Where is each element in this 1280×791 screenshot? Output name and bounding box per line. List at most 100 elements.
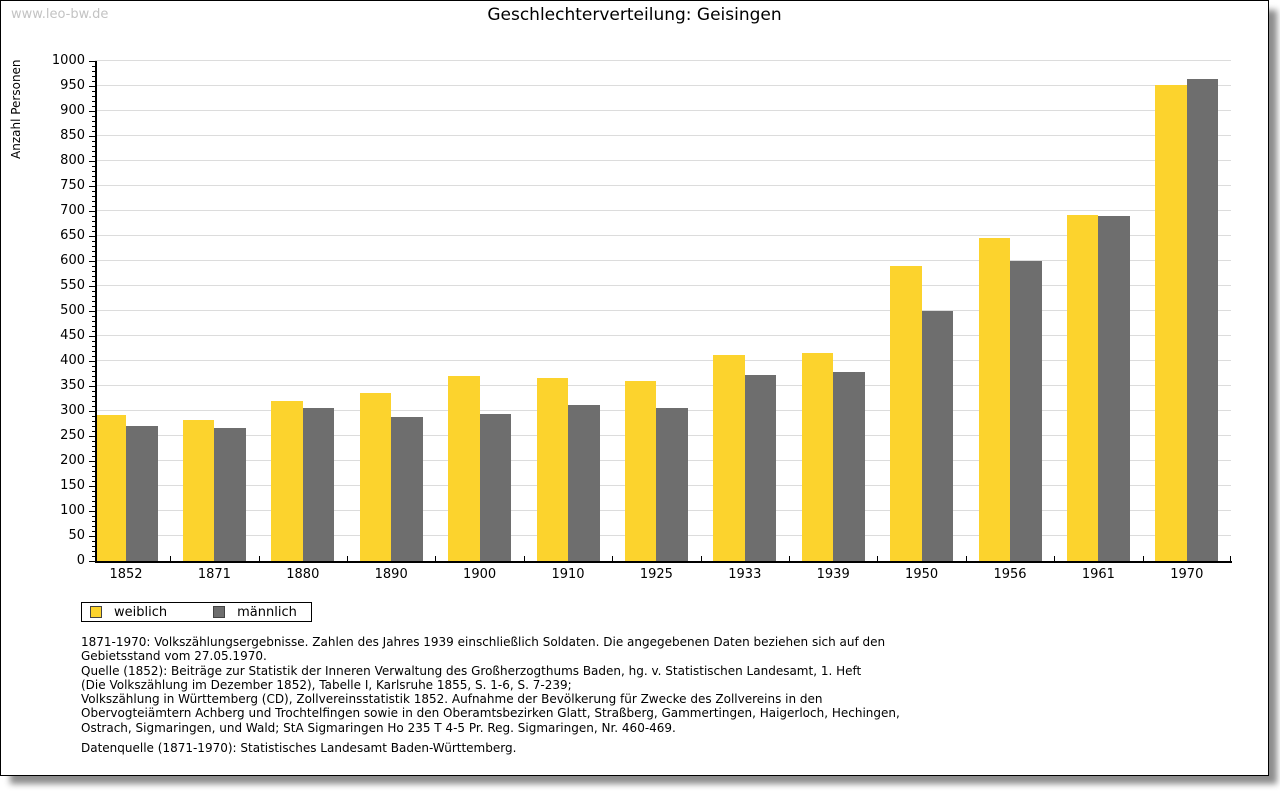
y-axis-minor-tick: [92, 391, 95, 392]
legend: weiblich männlich: [81, 602, 312, 622]
y-axis-line: [95, 61, 97, 563]
y-axis-tick: [89, 536, 95, 537]
footnote-line: Volkszählung in Württemberg (CD), Zollve…: [81, 692, 823, 707]
bar-maennlich-1910: [568, 405, 600, 561]
gridline: [95, 260, 1231, 261]
y-tick-label: 500: [60, 303, 85, 318]
y-axis-minor-tick: [92, 81, 95, 82]
gridline: [95, 360, 1231, 361]
gridline: [95, 335, 1231, 336]
y-tick-label: 700: [60, 203, 85, 218]
bar-maennlich-1900: [479, 414, 512, 561]
x-axis-tick: [789, 556, 790, 561]
legend-swatch-maennlich-icon: [213, 606, 226, 618]
y-axis-minor-tick: [92, 451, 95, 452]
y-axis-tick: [89, 211, 95, 212]
footnote-line: 1871-1970: Volkszählungsergebnisse. Zahl…: [81, 635, 886, 649]
x-tick-label: 1900: [463, 567, 497, 582]
x-axis-tick: [523, 556, 525, 561]
x-tick-label: 1939: [816, 567, 850, 582]
y-axis-tick: [89, 561, 95, 562]
x-axis-line: [95, 561, 1232, 563]
y-axis-minor-tick: [92, 291, 95, 292]
bar-weiblich-1933: [713, 354, 745, 561]
y-axis-minor-tick: [92, 491, 95, 492]
y-axis-minor-tick: [92, 346, 95, 347]
y-axis-minor-tick: [92, 151, 95, 152]
bar-maennlich-1950: [921, 311, 954, 561]
bar-weiblich-1925: [624, 381, 657, 561]
x-tick-label: 1970: [1170, 567, 1204, 582]
y-axis-tick: [89, 186, 95, 187]
y-axis-minor-tick: [92, 296, 95, 297]
y-axis-tick: [89, 336, 95, 337]
bar-weiblich-1890: [359, 393, 392, 561]
x-axis-tick: [170, 556, 172, 561]
y-axis-minor-tick: [92, 226, 95, 227]
y-axis-minor-tick: [92, 376, 95, 377]
y-tick-label: 550: [60, 278, 85, 293]
y-axis-minor-tick: [92, 316, 95, 317]
y-tick-label: 250: [60, 428, 85, 443]
x-tick-label: 1933: [728, 567, 762, 582]
y-axis-minor-tick: [92, 506, 95, 507]
y-axis-tick: [89, 261, 95, 262]
y-axis-minor-tick: [92, 121, 95, 122]
y-axis-minor-tick: [92, 441, 95, 442]
y-axis-tick: [89, 61, 95, 62]
y-axis-minor-tick: [92, 91, 95, 92]
x-axis-tick: [1230, 556, 1231, 561]
y-axis-minor-tick: [92, 301, 95, 302]
y-axis-minor-tick: [92, 321, 95, 322]
y-axis-minor-tick: [92, 381, 95, 382]
y-axis-minor-tick: [92, 141, 95, 142]
legend-label-maennlich: männlich: [237, 604, 297, 620]
y-axis-tick: [89, 511, 95, 512]
y-axis-minor-tick: [92, 446, 95, 447]
y-axis-tick: [89, 136, 95, 137]
y-axis-minor-tick: [92, 276, 95, 277]
watermark: www.leo-bw.de: [11, 7, 109, 22]
gridline: [95, 85, 1231, 86]
y-axis-tick: [89, 486, 95, 487]
y-axis-minor-tick: [92, 546, 95, 547]
y-axis-minor-tick: [92, 201, 95, 202]
y-axis-minor-tick: [92, 516, 95, 517]
footnote-line: Gebietsstand vom 27.05.1970.: [81, 649, 267, 664]
x-tick-label: 1852: [109, 567, 143, 582]
x-axis-tick: [612, 556, 614, 561]
bar-maennlich-1933: [744, 374, 777, 561]
x-tick-label: 1910: [551, 567, 585, 582]
x-axis-tick: [700, 556, 702, 561]
y-tick-label: 950: [60, 78, 85, 93]
y-axis-minor-tick: [92, 146, 95, 147]
y-tick-label: 150: [60, 478, 85, 493]
y-axis-minor-tick: [92, 541, 95, 542]
bar-weiblich-1900: [448, 375, 480, 561]
y-axis-minor-tick: [92, 196, 95, 197]
y-axis-minor-tick: [92, 66, 95, 67]
y-axis-minor-tick: [92, 281, 95, 282]
y-axis-tick: [89, 86, 95, 87]
legend-item-maennlich: männlich: [213, 605, 297, 620]
chart-title: Geschlechterverteilung: Geisingen: [487, 5, 782, 25]
x-tick-label: 1871: [197, 567, 231, 582]
legend-label-weiblich: weiblich: [114, 604, 168, 620]
footnote-line: Quelle (1852): Beiträge zur Statistik de…: [81, 663, 862, 678]
y-axis-minor-tick: [92, 166, 95, 167]
gridline: [95, 310, 1231, 311]
y-axis-minor-tick: [92, 456, 95, 457]
bar-maennlich-1925: [656, 408, 688, 561]
y-axis-minor-tick: [92, 366, 95, 367]
y-axis-minor-tick: [92, 556, 95, 557]
gridline: [95, 285, 1231, 286]
y-axis-minor-tick: [92, 116, 95, 117]
y-axis-title: Anzahl Personen: [9, 59, 23, 159]
y-axis-minor-tick: [92, 371, 95, 372]
y-axis-minor-tick: [92, 306, 95, 307]
y-axis-minor-tick: [92, 221, 95, 222]
y-axis-minor-tick: [92, 501, 95, 502]
y-axis-minor-tick: [92, 396, 95, 397]
y-tick-label: 900: [60, 103, 85, 118]
bar-weiblich-1910: [536, 377, 568, 561]
